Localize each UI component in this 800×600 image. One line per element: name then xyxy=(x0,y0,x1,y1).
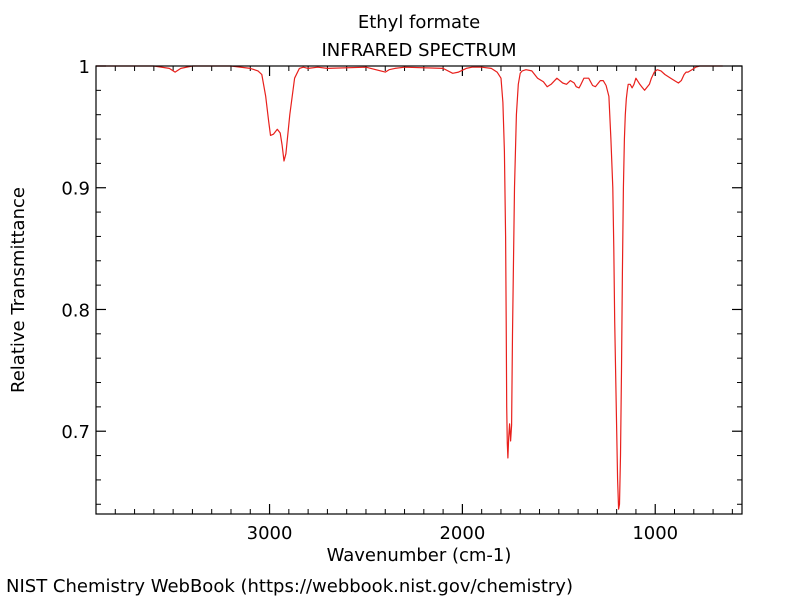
x-tick-label: 2000 xyxy=(439,523,485,544)
y-axis-label: Relative Transmittance xyxy=(8,187,29,393)
y-tick-label: 1 xyxy=(79,57,90,78)
chart-title: Ethyl formate xyxy=(358,12,480,33)
axis-ticks: 3000 2000 1000 1 0.9 0.8 0.7 xyxy=(61,57,742,544)
x-tick-label: 3000 xyxy=(247,523,293,544)
series-layer xyxy=(96,65,723,510)
x-tick-label: 1000 xyxy=(632,523,678,544)
plot-frame xyxy=(95,65,743,515)
y-tick-label: 0.8 xyxy=(61,300,90,321)
spectrum-line xyxy=(96,65,723,510)
source-credit: NIST Chemistry WebBook (https://webbook.… xyxy=(6,576,573,597)
y-tick-label: 0.7 xyxy=(61,422,90,443)
x-axis-label: Wavenumber (cm-1) xyxy=(327,545,512,566)
chart-subtitle: INFRARED SPECTRUM xyxy=(321,40,516,61)
y-tick-label: 0.9 xyxy=(61,179,90,200)
